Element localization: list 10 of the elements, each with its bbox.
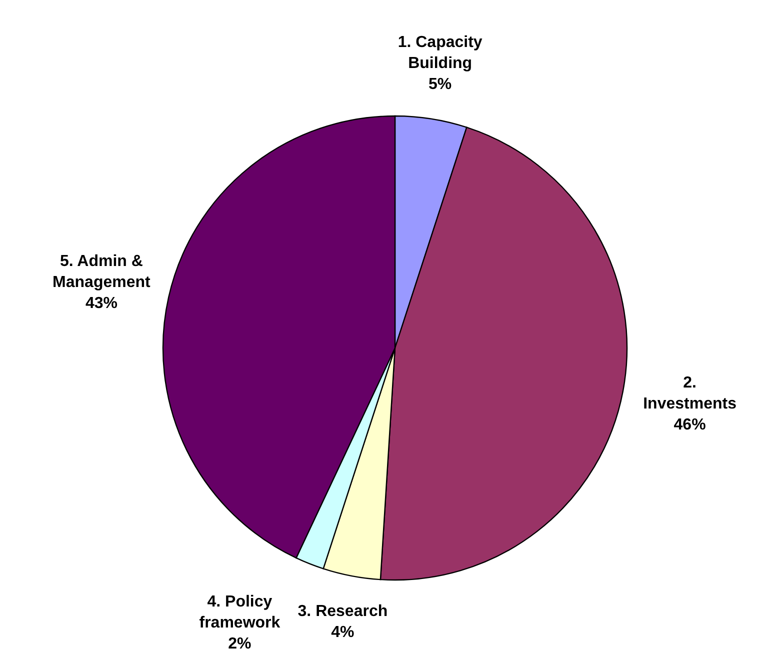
slice-label: 4. Policy framework <box>199 594 280 632</box>
data-label: 4% <box>331 624 354 642</box>
slice-label: 1. Capacity Building <box>398 34 482 72</box>
slice-label: 3. Research <box>298 603 388 620</box>
data-label: 5% <box>428 76 452 93</box>
data-label: 46% <box>674 416 706 434</box>
data-label: 2% <box>228 636 252 653</box>
slice-label: 2. Investments <box>643 374 737 413</box>
data-label: 43% <box>85 294 118 312</box>
slice-label: 5. Admin & Management <box>52 252 152 291</box>
